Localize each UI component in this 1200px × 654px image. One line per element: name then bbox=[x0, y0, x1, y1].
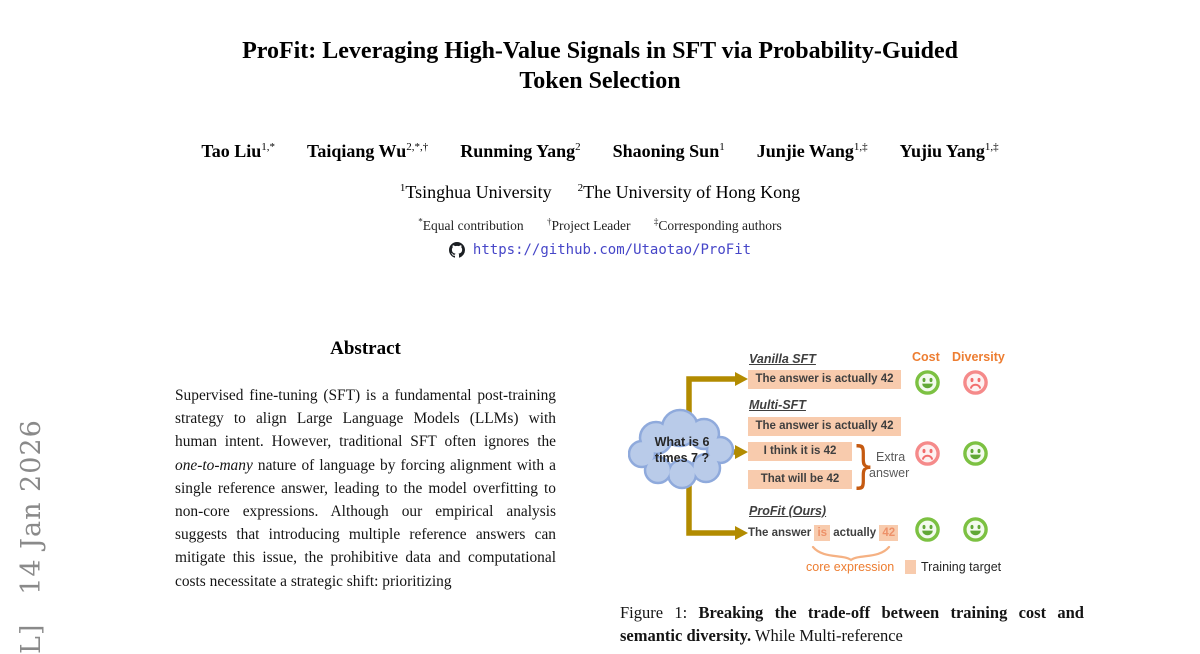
profit-heading: ProFit (Ours) bbox=[749, 504, 827, 518]
title-line-1: ProFit: Leveraging High-Value Signals in… bbox=[242, 38, 958, 64]
vanilla-answer-box: The answer is actually 42 bbox=[748, 370, 901, 389]
footnote: ‡Corresponding authors bbox=[653, 216, 782, 233]
figure-1: What is 6 times 7 ? Cost Diversity Vanil… bbox=[622, 348, 1092, 590]
training-target-label: Training target bbox=[921, 560, 1002, 574]
extra-answer-brace: } bbox=[852, 436, 875, 494]
affiliation: 1Tsinghua University bbox=[399, 182, 552, 202]
title-line-2: Token Selection bbox=[519, 68, 681, 94]
page-title: ProFit: Leveraging High-Value Signals in… bbox=[0, 36, 1200, 96]
happy-face-icon bbox=[914, 516, 941, 543]
happy-face-icon bbox=[962, 440, 989, 467]
highlighted-token: 42 bbox=[879, 525, 899, 541]
core-expression-label: core expression bbox=[806, 560, 895, 574]
footnote: *Equal contribution bbox=[418, 216, 524, 233]
multi-answer-box-1: The answer is actually 42 bbox=[748, 417, 901, 436]
multi-answer-box-2: I think it is 42 bbox=[748, 442, 852, 461]
caption-bold: Breaking the trade-off between training … bbox=[620, 603, 1084, 645]
happy-face-icon bbox=[914, 369, 941, 396]
author: Runming Yang2 bbox=[460, 141, 581, 161]
github-link[interactable]: https://github.com/Utaotao/ProFit bbox=[472, 242, 752, 258]
author: Taiqiang Wu2,*,† bbox=[307, 141, 429, 161]
core-expression-brace bbox=[811, 545, 891, 562]
extra-answer-label: Extra answer bbox=[869, 450, 910, 480]
author: Tao Liu1,* bbox=[201, 141, 275, 161]
github-icon bbox=[448, 242, 465, 258]
author-list: Tao Liu1,* Taiqiang Wu2,*,† Runming Yang… bbox=[0, 141, 1200, 162]
author: Yujiu Yang1,‡ bbox=[899, 141, 999, 161]
profit-answer-line: The answer is actually 42 bbox=[748, 524, 899, 543]
sad-face-icon bbox=[962, 369, 989, 396]
footnote: †Project Leader bbox=[546, 216, 631, 233]
diversity-column-header: Diversity bbox=[952, 350, 1005, 364]
footnote-list: *Equal contribution †Project Leader ‡Cor… bbox=[0, 216, 1200, 234]
arxiv-stamp: L] 14 Jan 2026 bbox=[16, 419, 47, 654]
author: Junjie Wang1,‡ bbox=[756, 141, 868, 161]
vanilla-sft-heading: Vanilla SFT bbox=[749, 352, 816, 366]
github-row: https://github.com/Utaotao/ProFit bbox=[0, 242, 1200, 258]
cost-column-header: Cost bbox=[912, 350, 940, 364]
abstract-heading: Abstract bbox=[330, 338, 401, 359]
question-text: What is 6 times 7 ? bbox=[654, 435, 710, 465]
author: Shaoning Sun1 bbox=[612, 141, 725, 161]
abstract-text: Supervised fine-tuning (SFT) is a fundam… bbox=[175, 387, 556, 590]
happy-face-icon bbox=[962, 516, 989, 543]
multi-answer-box-3: That will be 42 bbox=[748, 470, 852, 489]
highlighted-token: is bbox=[814, 525, 831, 541]
multi-sft-heading: Multi-SFT bbox=[749, 398, 806, 412]
question-cloud bbox=[628, 408, 735, 490]
affiliation-list: 1Tsinghua University 2The University of H… bbox=[0, 182, 1200, 203]
affiliation: 2The University of Hong Kong bbox=[577, 182, 801, 202]
training-target-swatch bbox=[905, 560, 916, 574]
figure-caption: Figure 1: Breaking the trade-off between… bbox=[620, 603, 1084, 645]
sad-face-icon bbox=[914, 440, 941, 467]
abstract-italic-phrase: one-to-many bbox=[175, 456, 253, 474]
